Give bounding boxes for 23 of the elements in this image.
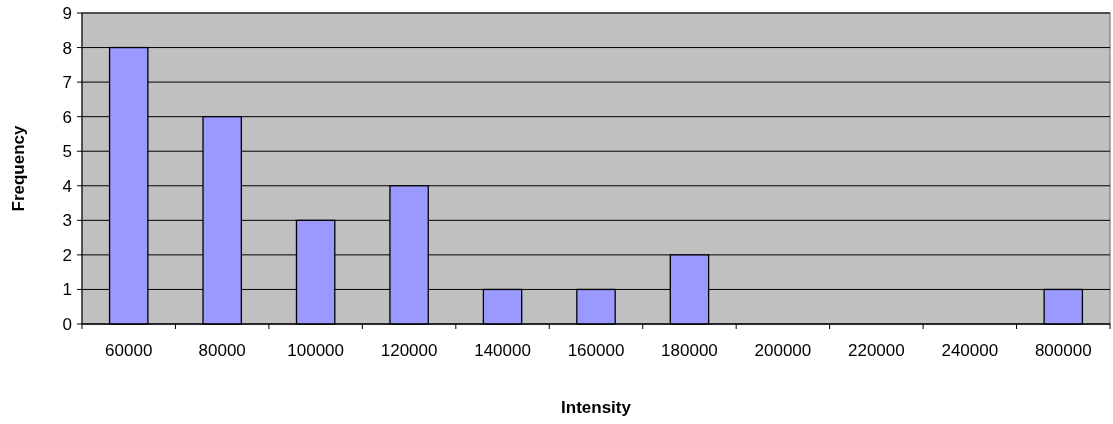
x-tick-label: 800000: [1034, 341, 1092, 360]
x-tick-label: 140000: [474, 341, 531, 360]
y-tick-label: 3: [62, 211, 72, 231]
y-tick-label: 7: [62, 73, 72, 93]
y-tick-label: 2: [62, 245, 72, 265]
y-tick-label: 6: [62, 107, 72, 127]
y-tick-label: 0: [62, 314, 72, 334]
x-tick-label: 180000: [661, 341, 718, 360]
x-tick-label: 220000: [848, 341, 905, 360]
x-tick-label: 200000: [754, 341, 812, 360]
x-tick-label: 80000: [198, 341, 246, 360]
x-tick-label: 160000: [567, 341, 625, 360]
x-tick-label: 240000: [941, 341, 999, 360]
y-tick-label: 8: [62, 38, 72, 58]
x-axis-title: Intensity: [561, 398, 632, 417]
y-tick-label: 5: [62, 142, 72, 162]
y-tick-label: 9: [62, 3, 72, 23]
y-tick-label: 4: [62, 176, 72, 196]
x-tick-label: 100000: [287, 341, 344, 360]
y-axis-title: Frequency: [9, 124, 28, 212]
y-tick-label: 1: [62, 280, 72, 300]
x-tick-label: 60000: [105, 341, 153, 360]
x-tick-label: 120000: [380, 341, 438, 360]
